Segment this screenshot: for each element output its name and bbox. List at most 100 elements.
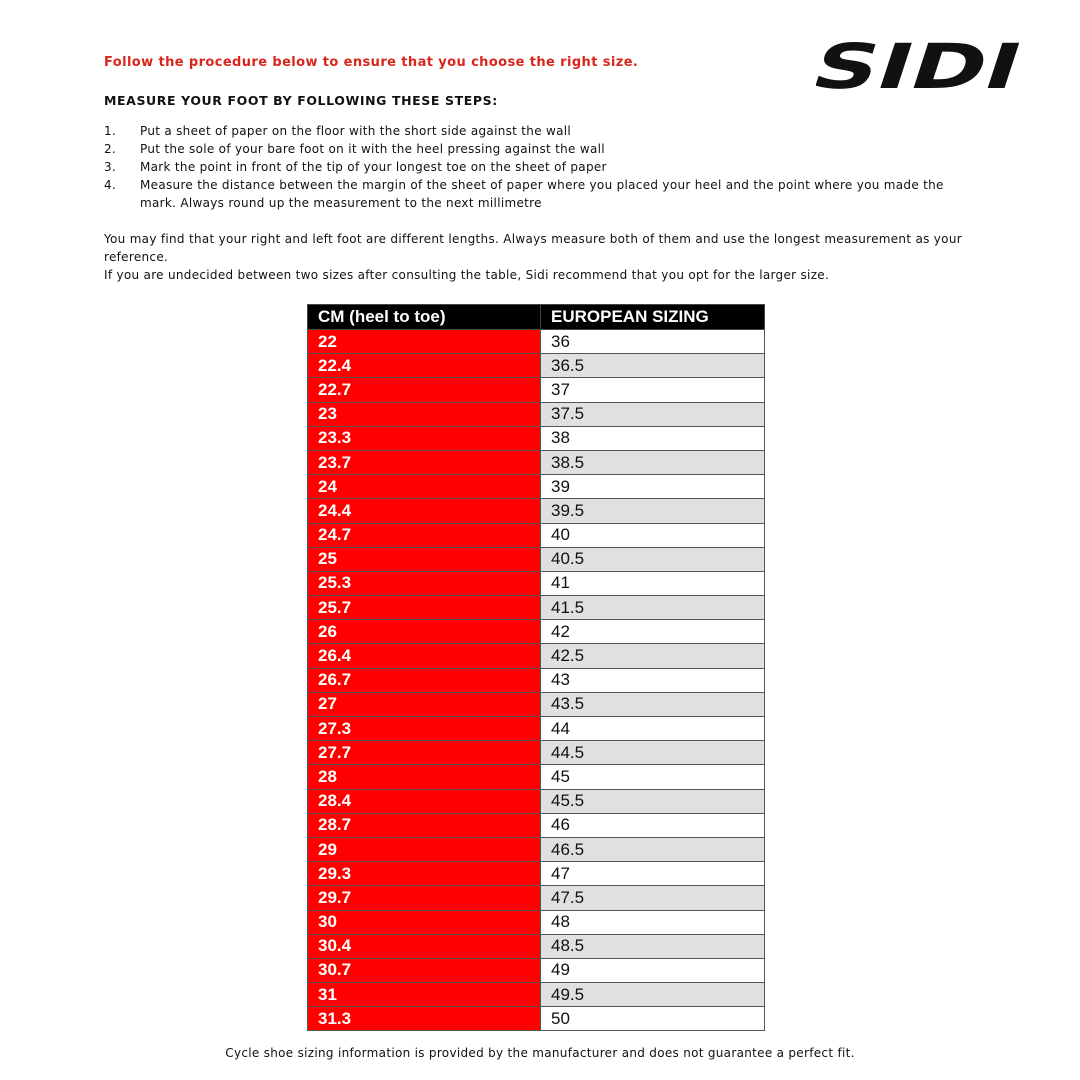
cm-cell: 27.3 [307, 715, 541, 742]
intro-text: Follow the procedure below to ensure tha… [104, 55, 639, 70]
table-row: 25.7 41.5 [307, 595, 765, 621]
table-row: 23.7 38.5 [307, 449, 765, 476]
step-text: Put a sheet of paper on the floor with t… [140, 124, 572, 138]
cm-cell: 23.3 [307, 425, 541, 451]
cm-cell: 29.3 [307, 861, 541, 887]
cm-cell: 27.7 [307, 740, 541, 766]
table-row: 31.3 50 [307, 1006, 765, 1032]
eu-size-cell: 49.5 [540, 982, 765, 1008]
step-text: Put the sole of your bare foot on it wit… [140, 142, 605, 156]
table-row: 22 36 [307, 328, 765, 355]
table-row: 25.3 41 [307, 570, 765, 597]
table-row: 30.4 48.5 [307, 933, 765, 959]
header-european: EUROPEAN SIZING [540, 304, 765, 330]
eu-size-cell: 44 [540, 715, 765, 742]
sidi-logo: SIDI [816, 38, 1030, 96]
cm-cell: 22 [307, 328, 541, 355]
eu-size-cell: 47.5 [540, 885, 765, 911]
table-row: 25 40.5 [307, 546, 765, 572]
eu-size-cell: 41.5 [540, 595, 765, 621]
cm-cell: 28.4 [307, 788, 541, 814]
table-row: 30 48 [307, 909, 765, 935]
cm-cell: 23.7 [307, 449, 541, 476]
table-row: 29 46.5 [307, 836, 765, 863]
cm-cell: 26.7 [307, 667, 541, 693]
table-row: 27.7 44.5 [307, 740, 765, 766]
cm-cell: 24.4 [307, 498, 541, 524]
cm-cell: 30 [307, 909, 541, 935]
footer-disclaimer: Cycle shoe sizing information is provide… [225, 1046, 855, 1060]
table-row: 23 37.5 [307, 401, 765, 427]
step-number: 4. [104, 178, 117, 192]
steps-heading: MEASURE YOUR FOOT BY FOLLOWING THESE STE… [104, 93, 498, 108]
cm-cell: 24 [307, 474, 541, 500]
eu-size-cell: 39 [540, 474, 765, 500]
cm-cell: 30.7 [307, 957, 541, 984]
table-row: 24 39 [307, 474, 765, 500]
table-row: 26.7 43 [307, 667, 765, 693]
eu-size-cell: 37 [540, 377, 765, 403]
table-row: 29.3 47 [307, 861, 765, 887]
table-row: 24.7 40 [307, 522, 765, 548]
step-item: 2. Put the sole of your bare foot on it w… [104, 140, 984, 158]
step-item: 4. Measure the distance between the margi… [104, 176, 984, 212]
step-item: 3. Mark the point in front of the tip of … [104, 158, 984, 176]
cm-cell: 23 [307, 401, 541, 427]
eu-size-cell: 46 [540, 812, 765, 838]
table-row: 22.4 36.5 [307, 353, 765, 379]
table-row: 28.7 46 [307, 812, 765, 838]
note-foot-lengths: You may find that your right and left fo… [104, 232, 962, 264]
cm-cell: 26 [307, 619, 541, 645]
eu-size-cell: 38.5 [540, 449, 765, 476]
eu-size-cell: 43 [540, 667, 765, 693]
cm-cell: 25.3 [307, 570, 541, 597]
eu-size-cell: 38 [540, 425, 765, 451]
cm-cell: 24.7 [307, 522, 541, 548]
cm-cell: 31 [307, 982, 541, 1008]
eu-size-cell: 41 [540, 570, 765, 597]
table-row: 28.4 45.5 [307, 788, 765, 814]
steps-list: 1. Put a sheet of paper on the floor with… [104, 122, 984, 212]
table-row: 29.7 47.5 [307, 885, 765, 911]
table-row: 27 43.5 [307, 691, 765, 718]
eu-size-cell: 43.5 [540, 691, 765, 718]
step-number: 2. [104, 142, 117, 156]
cm-cell: 22.7 [307, 377, 541, 403]
eu-size-cell: 45.5 [540, 788, 765, 814]
header-cm: CM (heel to toe) [307, 304, 541, 330]
eu-size-cell: 40.5 [540, 546, 765, 572]
cm-cell: 31.3 [307, 1006, 541, 1032]
eu-size-cell: 47 [540, 861, 765, 887]
cm-cell: 26.4 [307, 643, 541, 669]
eu-size-cell: 44.5 [540, 740, 765, 766]
eu-size-cell: 48.5 [540, 933, 765, 959]
eu-size-cell: 40 [540, 522, 765, 548]
table-row: 31 49.5 [307, 982, 765, 1008]
table-row: 23.3 38 [307, 425, 765, 451]
table-row: 26 42 [307, 619, 765, 645]
table-row: 26.4 42.5 [307, 643, 765, 669]
cm-cell: 28.7 [307, 812, 541, 838]
eu-size-cell: 42 [540, 619, 765, 645]
eu-size-cell: 37.5 [540, 401, 765, 427]
eu-size-cell: 42.5 [540, 643, 765, 669]
step-number: 3. [104, 160, 117, 174]
table-row: 30.7 49 [307, 957, 765, 984]
cm-cell: 29 [307, 836, 541, 863]
cm-cell: 22.4 [307, 353, 541, 379]
cm-cell: 30.4 [307, 933, 541, 959]
table-header-row: CM (heel to toe) EUROPEAN SIZING [307, 304, 765, 330]
cm-cell: 25 [307, 546, 541, 572]
step-item: 1. Put a sheet of paper on the floor with… [104, 122, 984, 140]
eu-size-cell: 48 [540, 909, 765, 935]
eu-size-cell: 50 [540, 1006, 765, 1032]
table-row: 24.4 39.5 [307, 498, 765, 524]
step-text: Mark the point in front of the tip of yo… [140, 160, 607, 174]
step-number: 1. [104, 124, 117, 138]
size-table: CM (heel to toe) EUROPEAN SIZING 22 36 22.… [307, 304, 765, 1032]
eu-size-cell: 36.5 [540, 353, 765, 379]
step-text: Measure the distance between the margin … [140, 178, 944, 210]
table-row: 27.3 44 [307, 715, 765, 742]
cm-cell: 27 [307, 691, 541, 718]
notes: You may find that your right and left fo… [104, 230, 1004, 284]
